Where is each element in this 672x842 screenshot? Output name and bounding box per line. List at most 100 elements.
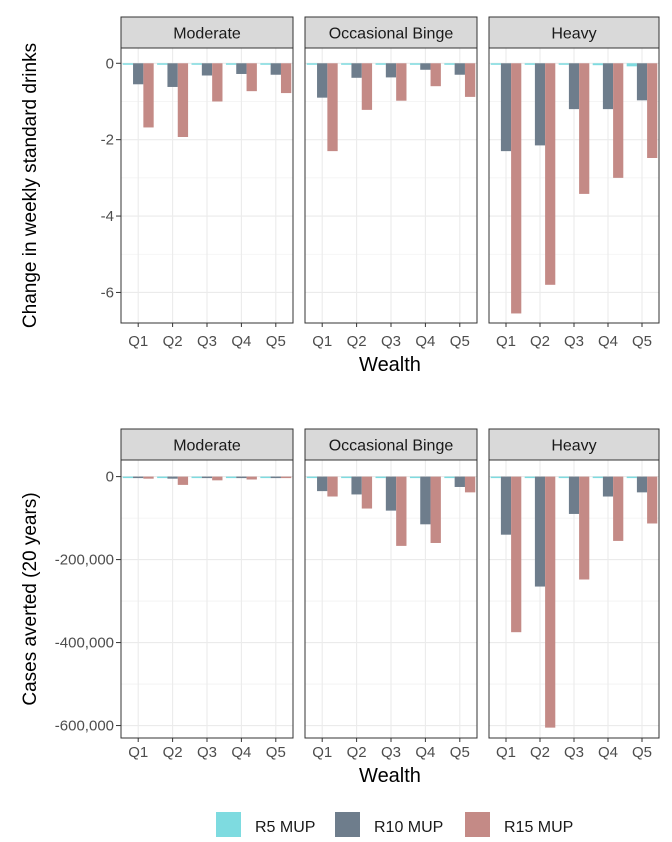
bar-r5-mup [558, 63, 569, 65]
bar-r10-mup [385, 63, 397, 78]
bar-r15-mup [212, 63, 223, 102]
bar-r5-mup [592, 476, 603, 479]
bar-r15-mup [464, 63, 476, 97]
bar-r5-mup [225, 63, 237, 65]
x-axis-title: Wealth [359, 765, 421, 787]
bar-r15-mup [212, 476, 223, 481]
facet-strip [304, 428, 478, 461]
facet-strip [120, 428, 294, 461]
bar-r15-mup [246, 476, 257, 480]
bar-r5-mup [306, 476, 318, 479]
bar-r5-mup [444, 476, 455, 479]
x-tick-label: Q4 [415, 333, 435, 350]
bar-r5-mup [626, 476, 637, 479]
x-tick-label: Q5 [266, 333, 286, 350]
bar-r15-mup [430, 476, 441, 543]
bar-r10-mup [133, 476, 144, 479]
bar-r15-mup [177, 476, 189, 485]
bar-r10-mup [236, 63, 247, 74]
bar-r10-mup [270, 63, 281, 75]
x-tick-label: Q5 [632, 744, 652, 761]
bar-r10-mup [385, 476, 397, 511]
bar-r15-mup [280, 476, 292, 479]
bar-r15-mup [361, 63, 373, 110]
bar-r10-mup [568, 476, 580, 514]
bar-r5-mup [341, 476, 352, 479]
bar-r5-mup [524, 476, 535, 479]
bar-r10-mup [420, 63, 431, 70]
facet-label: Heavy [551, 438, 596, 455]
bar-r10-mup [636, 476, 648, 493]
bar-r5-mup [260, 476, 271, 479]
bar-r10-mup [500, 63, 512, 152]
x-tick-label: Q3 [197, 333, 217, 350]
bar-r10-mup [602, 476, 614, 497]
bar-r15-mup [143, 476, 154, 479]
x-tick-label: Q2 [347, 333, 367, 350]
bar-r5-mup [157, 63, 168, 65]
bar-r10-mup [534, 63, 546, 146]
bar-r10-mup [236, 476, 247, 479]
bar-r15-mup [545, 63, 556, 285]
y-tick-label: -4 [101, 208, 114, 225]
bar-r5-mup [490, 63, 501, 65]
bar-r5-mup [375, 63, 386, 65]
bar-r10-mup [500, 476, 512, 535]
y-tick-label: -600,000 [55, 718, 114, 735]
x-tick-label: Q3 [564, 333, 584, 350]
x-tick-label: Q4 [598, 744, 618, 761]
bar-r10-mup [317, 63, 328, 98]
bar-r5-mup [260, 63, 271, 65]
bar-r10-mup [351, 476, 362, 495]
y-tick-label: -2 [101, 132, 114, 149]
bar-r15-mup [579, 476, 590, 580]
x-tick-label: Q5 [450, 333, 470, 350]
x-tick-label: Q1 [312, 333, 332, 350]
x-tick-label: Q2 [163, 744, 183, 761]
bar-r15-mup [246, 63, 257, 92]
bar-r5-mup [444, 63, 455, 65]
facet-strip [304, 16, 478, 49]
bar-r5-mup [122, 63, 134, 65]
x-tick-label: Q5 [450, 744, 470, 761]
bar-r15-mup [511, 476, 522, 633]
x-tick-label: Q4 [415, 744, 435, 761]
facet-label: Occasional Binge [329, 26, 454, 43]
bar-r10-mup [351, 63, 362, 78]
bar-r10-mup [420, 476, 431, 525]
bar-r10-mup [534, 476, 546, 587]
bar-r5-mup [409, 476, 421, 479]
x-tick-label: Q4 [231, 333, 251, 350]
bar-r15-mup [579, 63, 590, 194]
facet-label: Occasional Binge [329, 438, 454, 455]
facet-label: Moderate [173, 438, 241, 455]
bar-r10-mup [167, 476, 178, 479]
y-tick-label: 0 [106, 55, 114, 72]
bar-r5-mup [524, 63, 535, 65]
bar-r10-mup [270, 476, 281, 479]
legend-label: R15 MUP [504, 819, 573, 836]
bar-r15-mup [177, 63, 189, 137]
y-axis-title: Cases averted (20 years) [20, 492, 41, 705]
facet-label: Heavy [551, 26, 596, 43]
x-axis-title: Wealth [359, 354, 421, 376]
x-tick-label: Q1 [496, 744, 516, 761]
bar-r10-mup [568, 63, 580, 110]
legend-swatch [335, 812, 360, 837]
bar-r5-mup [157, 476, 168, 479]
bar-r5-mup [191, 476, 202, 479]
facet-label: Moderate [173, 26, 241, 43]
x-tick-label: Q1 [312, 744, 332, 761]
bar-r15-mup [464, 476, 476, 493]
bar-r10-mup [133, 63, 144, 85]
bar-r15-mup [143, 63, 154, 128]
facet-strip [120, 16, 294, 49]
bar-r15-mup [327, 63, 338, 152]
bar-r5-mup [558, 476, 569, 479]
bar-r15-mup [430, 63, 441, 87]
bar-r10-mup [167, 63, 178, 87]
bar-r15-mup [545, 476, 556, 728]
legend-label: R10 MUP [374, 819, 443, 836]
